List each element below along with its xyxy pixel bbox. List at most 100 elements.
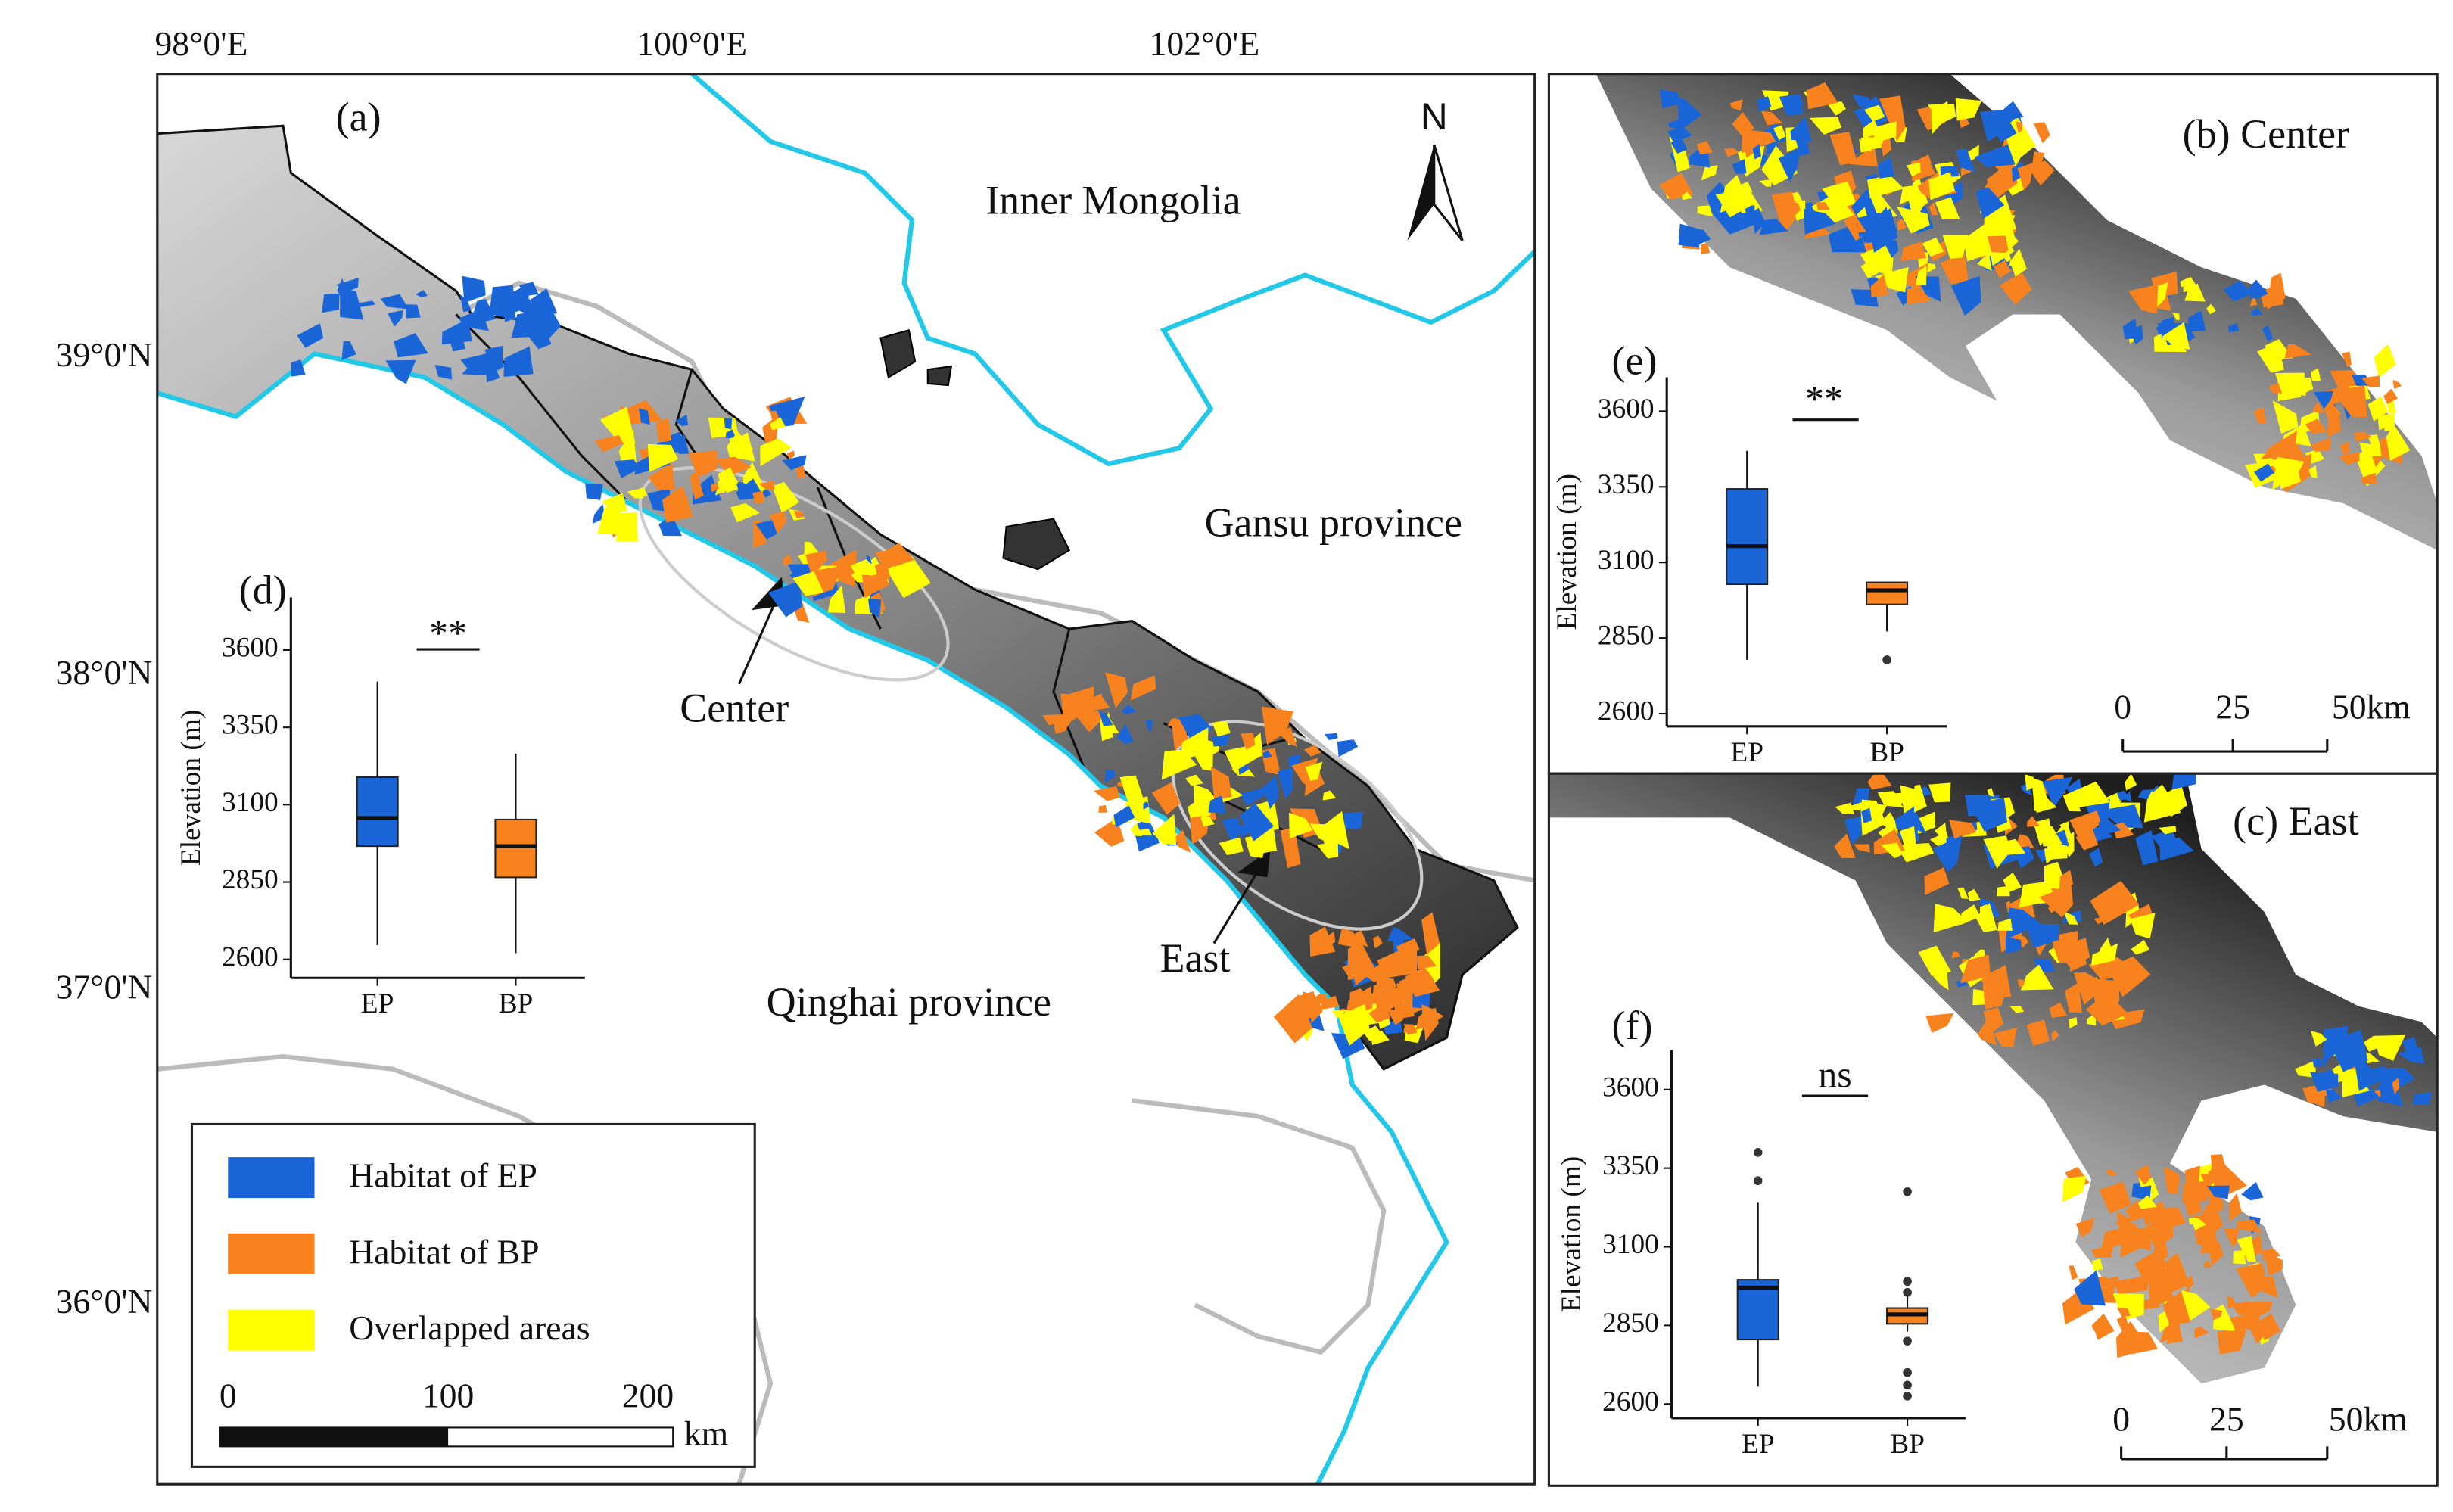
panel-frame [156,73,1536,1486]
habitat-patch [1732,159,1747,175]
habitat-patch [2091,1320,2101,1332]
habitat-patch [1979,194,2017,230]
y-axis-label: Elevation (m) [1552,474,1583,630]
box [1726,488,1769,586]
habitat-patch [1151,782,1181,815]
habitat-patch [788,564,810,582]
habitat-patch [2009,1006,2025,1013]
habitat-patch [1935,197,1960,219]
legend-label: Overlapped areas [349,1308,590,1347]
habitat-patch [489,285,516,320]
significance: ** [1805,378,1843,419]
north-label: N [1421,95,1448,138]
habitat-patch [2208,1241,2224,1266]
habitat-patch [2311,402,2325,413]
habitat-patch [1907,163,1921,177]
habitat-patch [1810,117,1841,135]
habitat-patch [385,359,416,384]
habitat-patch [2274,372,2306,396]
habitat-patch [1667,118,1683,129]
panel-frame [1547,772,2439,1487]
habitat-patch [2233,1250,2246,1265]
habitat-patch [2142,1298,2161,1310]
habitat-patch [1403,1024,1418,1035]
habitat-patch [2257,342,2284,373]
habitat-patch [340,288,364,320]
habitat-patch [2143,784,2181,823]
habitat-patch [2112,1293,2144,1321]
scale-label: 25 [2209,1400,2244,1439]
habitat-patch [2062,795,2081,812]
habitat-patch [2116,1307,2131,1318]
habitat-patch [761,489,772,498]
habitat-patch [2128,285,2159,314]
habitat-patch [2020,964,2054,991]
habitat-patch [2039,826,2062,847]
habitat-patch [782,455,807,471]
habitat-patch [2321,1056,2330,1068]
scale-unit: km [684,1414,728,1452]
habitat-patch [335,278,359,292]
habitat-patch [1779,94,1804,117]
habitat-patch [1816,202,1830,210]
habitat-patch [1997,918,2013,931]
habitat-patch [1881,842,1904,859]
habitat-patch [1959,117,1970,129]
y-tick-label: 3600 [1598,394,1655,425]
habitat-patch [1309,823,1331,842]
y-axis-label: Elevation (m) [176,710,207,866]
habitat-patch [1343,1010,1362,1024]
panel-label: (b) Center [2183,111,2349,157]
habitat-patch [1752,144,1761,160]
habitat-patch [2005,937,2022,954]
habitat-patch [1828,101,1846,116]
habitat-patch [792,571,824,596]
habitat-patch [1790,116,1812,142]
legend-label: Habitat of EP [349,1156,537,1195]
lat-label: 36°0'N [55,1282,152,1321]
habitat-patch [2182,1181,2213,1203]
habitat-patch [1999,272,2032,305]
habitat-patch [1928,202,1938,216]
habitat-patch [1886,792,1911,804]
habitat-patch [2027,160,2055,186]
habitat-patch [1834,833,1856,858]
habitat-patch [1982,985,2009,1010]
habitat-patch [2200,1244,2212,1254]
habitat-patch [594,434,624,453]
habitat-patch [1320,995,1340,1010]
habitat-patch [1955,98,1982,121]
habitat-patch [1860,136,1886,150]
habitat-patch [805,550,827,577]
habitat-patch [1778,148,1801,182]
habitat-patch [1318,993,1327,1003]
habitat-patch [1857,213,1891,244]
y-tick-label: 3350 [1602,1150,1659,1181]
y-tick-label: 3600 [222,633,279,664]
habitat-patch [2361,375,2380,387]
habitat-patch [2384,412,2395,431]
habitat-patch [1933,904,1968,933]
habitat-patch [696,465,706,476]
habitat-patch [2339,441,2350,457]
habitat-patch [2051,1030,2059,1042]
habitat-patch [2206,303,2216,315]
habitat-patch [2311,368,2321,381]
habitat-patch [1098,804,1107,813]
habitat-patch [1166,718,1179,726]
habitat-patch [1104,672,1128,708]
habitat-patch [1387,927,1414,942]
habitat-patch [1417,955,1437,969]
habitat-patch [380,294,409,310]
habitat-patch [2312,1058,2322,1068]
habitat-patches-c [1834,773,2433,1358]
habitat-patch [1145,720,1153,731]
habitat-patch [1239,786,1269,806]
habitat-patch [1113,805,1135,828]
habitat-patch [2131,1182,2152,1201]
habitat-patch [1976,253,1992,271]
habitat-patch [2031,151,2045,168]
habitat-patch [2017,979,2025,988]
habitat-patch [1405,966,1440,997]
